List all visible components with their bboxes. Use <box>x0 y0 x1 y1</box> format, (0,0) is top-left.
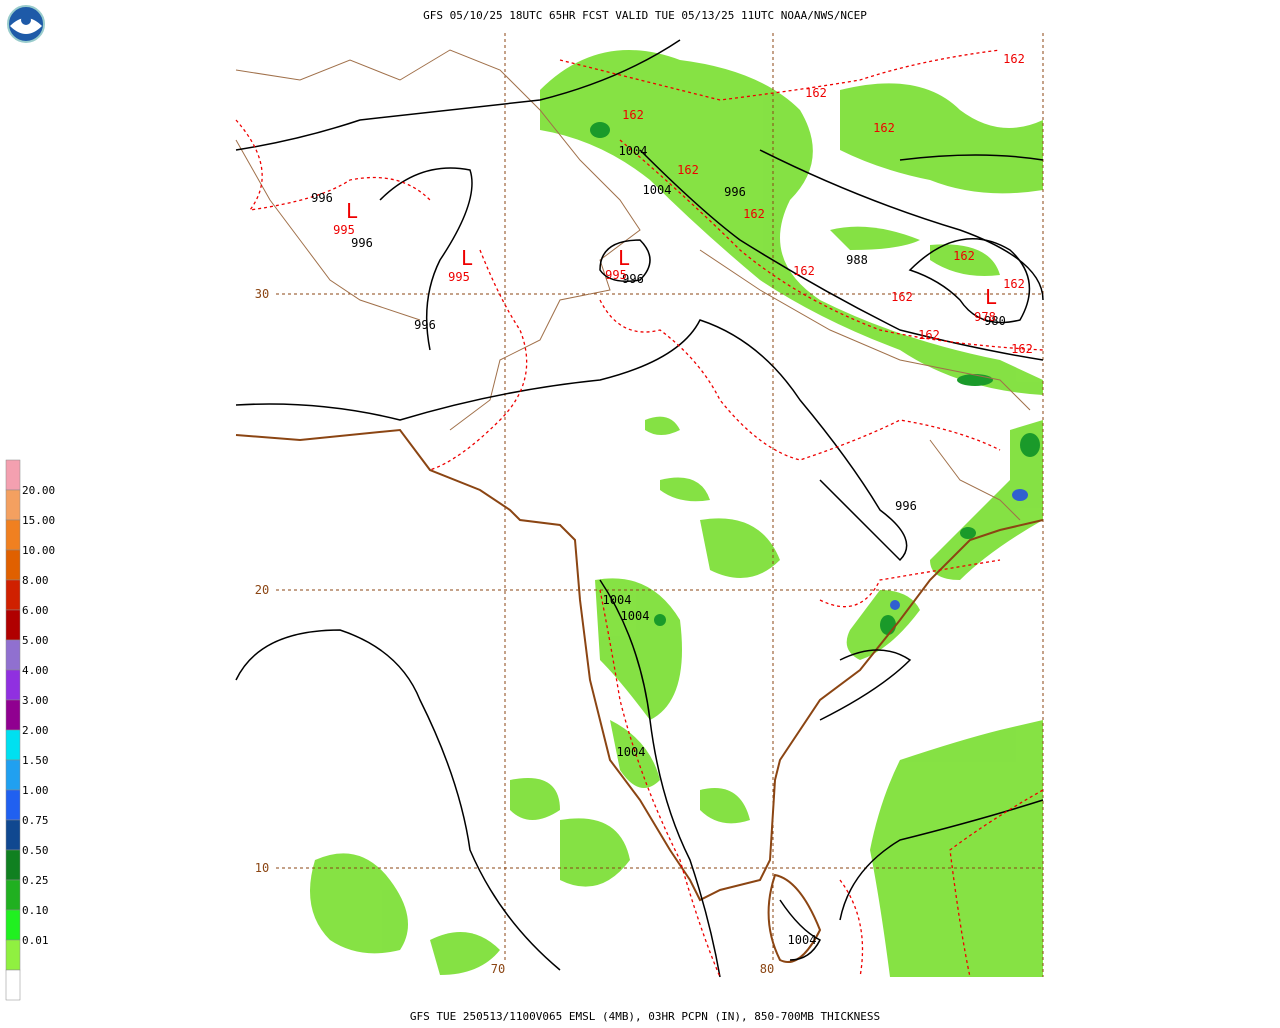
precip-max <box>890 489 1028 610</box>
isobar-label: 1004 <box>788 933 817 947</box>
thickness-label: 995 <box>605 268 627 282</box>
lat-label: 20 <box>255 583 269 597</box>
legend-swatch <box>5 669 21 701</box>
legend-label: 0.25 <box>22 874 49 887</box>
borders <box>235 49 1031 521</box>
legend-swatch <box>5 969 21 1001</box>
precip-areas <box>310 50 1043 977</box>
legend-label: 1.50 <box>22 754 49 767</box>
isobar-label: 996 <box>724 185 746 199</box>
isobar-label: 1004 <box>619 144 648 158</box>
legend-label: 0.75 <box>22 814 49 827</box>
lon-label: 80 <box>760 962 774 976</box>
thickness-label: 162 <box>1011 342 1033 356</box>
legend-label: 0.10 <box>22 904 49 917</box>
coastline <box>235 428 1044 902</box>
thickness-label: 162 <box>873 121 895 135</box>
isobar-label: 988 <box>846 253 868 267</box>
low-center: L <box>346 199 358 223</box>
legend-swatch <box>5 849 21 881</box>
isobar-label: 996 <box>895 499 917 513</box>
legend-label: 8.00 <box>22 574 49 587</box>
thickness-contours <box>235 49 1044 978</box>
isobar-label: 996 <box>311 191 333 205</box>
isobar-label: 996 <box>351 236 373 250</box>
isobar-label: 1004 <box>617 745 646 759</box>
legend-label: 20.00 <box>22 484 55 497</box>
legend-swatch <box>5 549 21 581</box>
lat-label: 30 <box>255 287 269 301</box>
precip-legend: 20.00 15.00 10.00 8.00 6.00 5.00 4.00 3.00 2.00 1… <box>5 459 55 1001</box>
legend-swatch <box>5 789 21 821</box>
thickness-label: 162 <box>953 249 975 263</box>
contour-labels: 1004 1004 996 996 996 996 996 988 980 996 1004 1004… <box>311 52 1033 947</box>
title: GFS 05/10/25 18UTC 65HR FCST VALID TUE 0… <box>423 9 867 22</box>
thickness-label: 978 <box>974 310 996 324</box>
lon-label: 70 <box>491 962 505 976</box>
isobar-label: 1004 <box>643 183 672 197</box>
legend-swatch <box>5 639 21 671</box>
isobar-label: 1004 <box>621 609 650 623</box>
isobar-label: 1004 <box>603 593 632 607</box>
isobar-label: 996 <box>622 272 644 286</box>
legend-label: 2.00 <box>22 724 49 737</box>
legend-swatch <box>5 519 21 551</box>
legend-swatch <box>5 879 21 911</box>
legend-label: 5.00 <box>22 634 49 647</box>
map <box>235 33 1044 978</box>
legend-swatch <box>5 759 21 791</box>
legend-label: 1.00 <box>22 784 49 797</box>
thickness-label: 162 <box>622 108 644 122</box>
legend-label: 0.01 <box>22 934 49 947</box>
legend-swatch <box>5 579 21 611</box>
low-center: L <box>985 285 997 309</box>
legend-label: 15.00 <box>22 514 55 527</box>
isobar-label: 996 <box>414 318 436 332</box>
low-center: L <box>618 246 630 270</box>
low-center: L <box>461 246 473 270</box>
thickness-label: 162 <box>793 264 815 278</box>
thickness-label: 162 <box>1003 277 1025 291</box>
thickness-label: 162 <box>743 207 765 221</box>
thickness-label: 995 <box>333 223 355 237</box>
thickness-label: 162 <box>677 163 699 177</box>
legend-swatch <box>5 909 21 941</box>
isobar-label: 980 <box>984 314 1006 328</box>
noaa-logo <box>7 5 45 43</box>
lat-label: 10 <box>255 861 269 875</box>
thickness-label: 162 <box>1003 52 1025 66</box>
legend-label: 6.00 <box>22 604 49 617</box>
thickness-label: 162 <box>805 86 827 100</box>
thickness-label: 995 <box>448 270 470 284</box>
lat-lon-grid <box>276 33 1044 977</box>
legend-label: 3.00 <box>22 694 49 707</box>
isobars <box>235 39 1044 978</box>
legend-label: 10.00 <box>22 544 55 557</box>
legend-swatch <box>5 459 21 491</box>
legend-label: 4.00 <box>22 664 49 677</box>
thickness-label: 162 <box>918 328 940 342</box>
legend-swatch <box>5 489 21 521</box>
legend-swatch <box>5 729 21 761</box>
legend-swatch <box>5 699 21 731</box>
footer: GFS TUE 250513/1100V065 EMSL (4MB), 03HR… <box>410 1010 880 1023</box>
legend-swatch <box>5 609 21 641</box>
legend-swatch <box>5 939 21 971</box>
legend-label: 0.50 <box>22 844 49 857</box>
thickness-label: 162 <box>891 290 913 304</box>
legend-swatch <box>5 819 21 851</box>
